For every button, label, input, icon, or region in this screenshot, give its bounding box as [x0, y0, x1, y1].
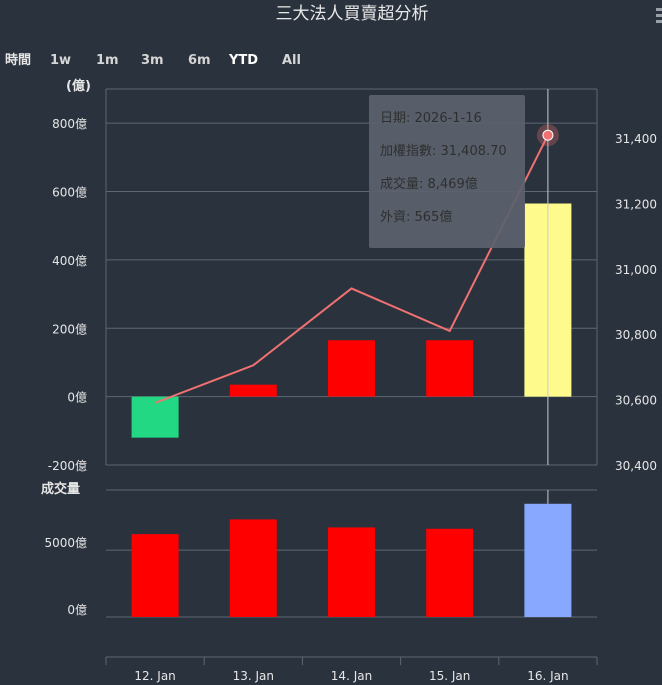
volume-bar-4[interactable] — [524, 503, 572, 617]
tooltip-volume: 成交量: 8,469億 — [380, 176, 478, 192]
range-selector: 1w 1m 3m 6m YTD All — [50, 53, 301, 68]
left-tick-label: 200億 — [52, 322, 87, 336]
foreign-bar-3[interactable] — [426, 340, 474, 397]
volume-bar-1[interactable] — [229, 519, 277, 617]
range-button-all[interactable]: All — [282, 53, 301, 68]
range-button-6m[interactable]: 6m — [188, 53, 211, 68]
volume-bars — [131, 503, 572, 617]
tooltip-date: 日期: 2026-1-16 — [380, 111, 482, 126]
left-axis: -200億 0億 200億 400億 600億 800億 — [48, 117, 87, 473]
tooltip-index: 加權指數: 31,408.70 — [380, 144, 507, 159]
foreign-bar-2[interactable] — [328, 340, 375, 397]
range-selector-label: 時間 — [5, 52, 31, 68]
chart-title: 三大法人買賣超分析 — [276, 4, 429, 24]
volume-tick-label: 0億 — [67, 603, 87, 617]
index-line — [154, 124, 559, 404]
tooltip-foreign: 外資: 565億 — [380, 209, 452, 225]
foreign-bar-0[interactable] — [131, 396, 179, 438]
left-tick-label: -200億 — [48, 459, 87, 473]
x-tick-label: 15. Jan — [429, 669, 470, 683]
range-button-1m[interactable]: 1m — [96, 53, 119, 68]
range-button-3m[interactable]: 3m — [141, 53, 164, 68]
range-button-ytd[interactable]: YTD — [228, 53, 258, 68]
left-tick-label: 600億 — [52, 186, 87, 200]
left-tick-label: 800億 — [52, 117, 87, 131]
right-tick-label: 30,800 — [615, 328, 657, 342]
volume-bar-0[interactable] — [131, 534, 179, 617]
x-tick-label: 13. Jan — [233, 669, 274, 683]
right-tick-label: 30,400 — [615, 459, 657, 473]
x-tick-label: 14. Jan — [331, 669, 372, 683]
x-axis: 12. Jan 13. Jan 14. Jan 15. Jan 16. Jan — [105, 657, 598, 683]
index-polyline — [154, 134, 549, 404]
right-axis: 30,400 30,600 30,800 31,000 31,200 31,400 — [615, 132, 657, 473]
volume-axis: 0億 5000億 — [44, 536, 87, 617]
tooltip: 日期: 2026-1-16 加權指數: 31,408.70 成交量: 8,469… — [369, 95, 525, 248]
volume-axis-title: 成交量 — [41, 481, 80, 497]
volume-bar-3[interactable] — [426, 528, 474, 617]
foreign-bar-1[interactable] — [229, 384, 277, 397]
range-button-1w[interactable]: 1w — [50, 53, 71, 68]
menu-icon[interactable] — [656, 8, 662, 23]
right-tick-label: 31,000 — [615, 263, 657, 277]
volume-tick-label: 5000億 — [44, 536, 87, 550]
right-tick-label: 30,600 — [615, 394, 657, 408]
volume-bar-2[interactable] — [328, 527, 375, 617]
top-unit-label: (億) — [66, 78, 91, 94]
x-tick-label: 16. Jan — [527, 669, 568, 683]
left-tick-label: 400億 — [52, 254, 87, 268]
left-tick-label: 0億 — [67, 391, 87, 405]
x-tick-label: 12. Jan — [134, 669, 175, 683]
tooltip-box — [369, 95, 525, 248]
right-tick-label: 31,200 — [615, 197, 657, 211]
right-tick-label: 31,400 — [615, 132, 657, 146]
grid-lines — [105, 88, 598, 658]
index-point-marker[interactable] — [542, 129, 554, 141]
